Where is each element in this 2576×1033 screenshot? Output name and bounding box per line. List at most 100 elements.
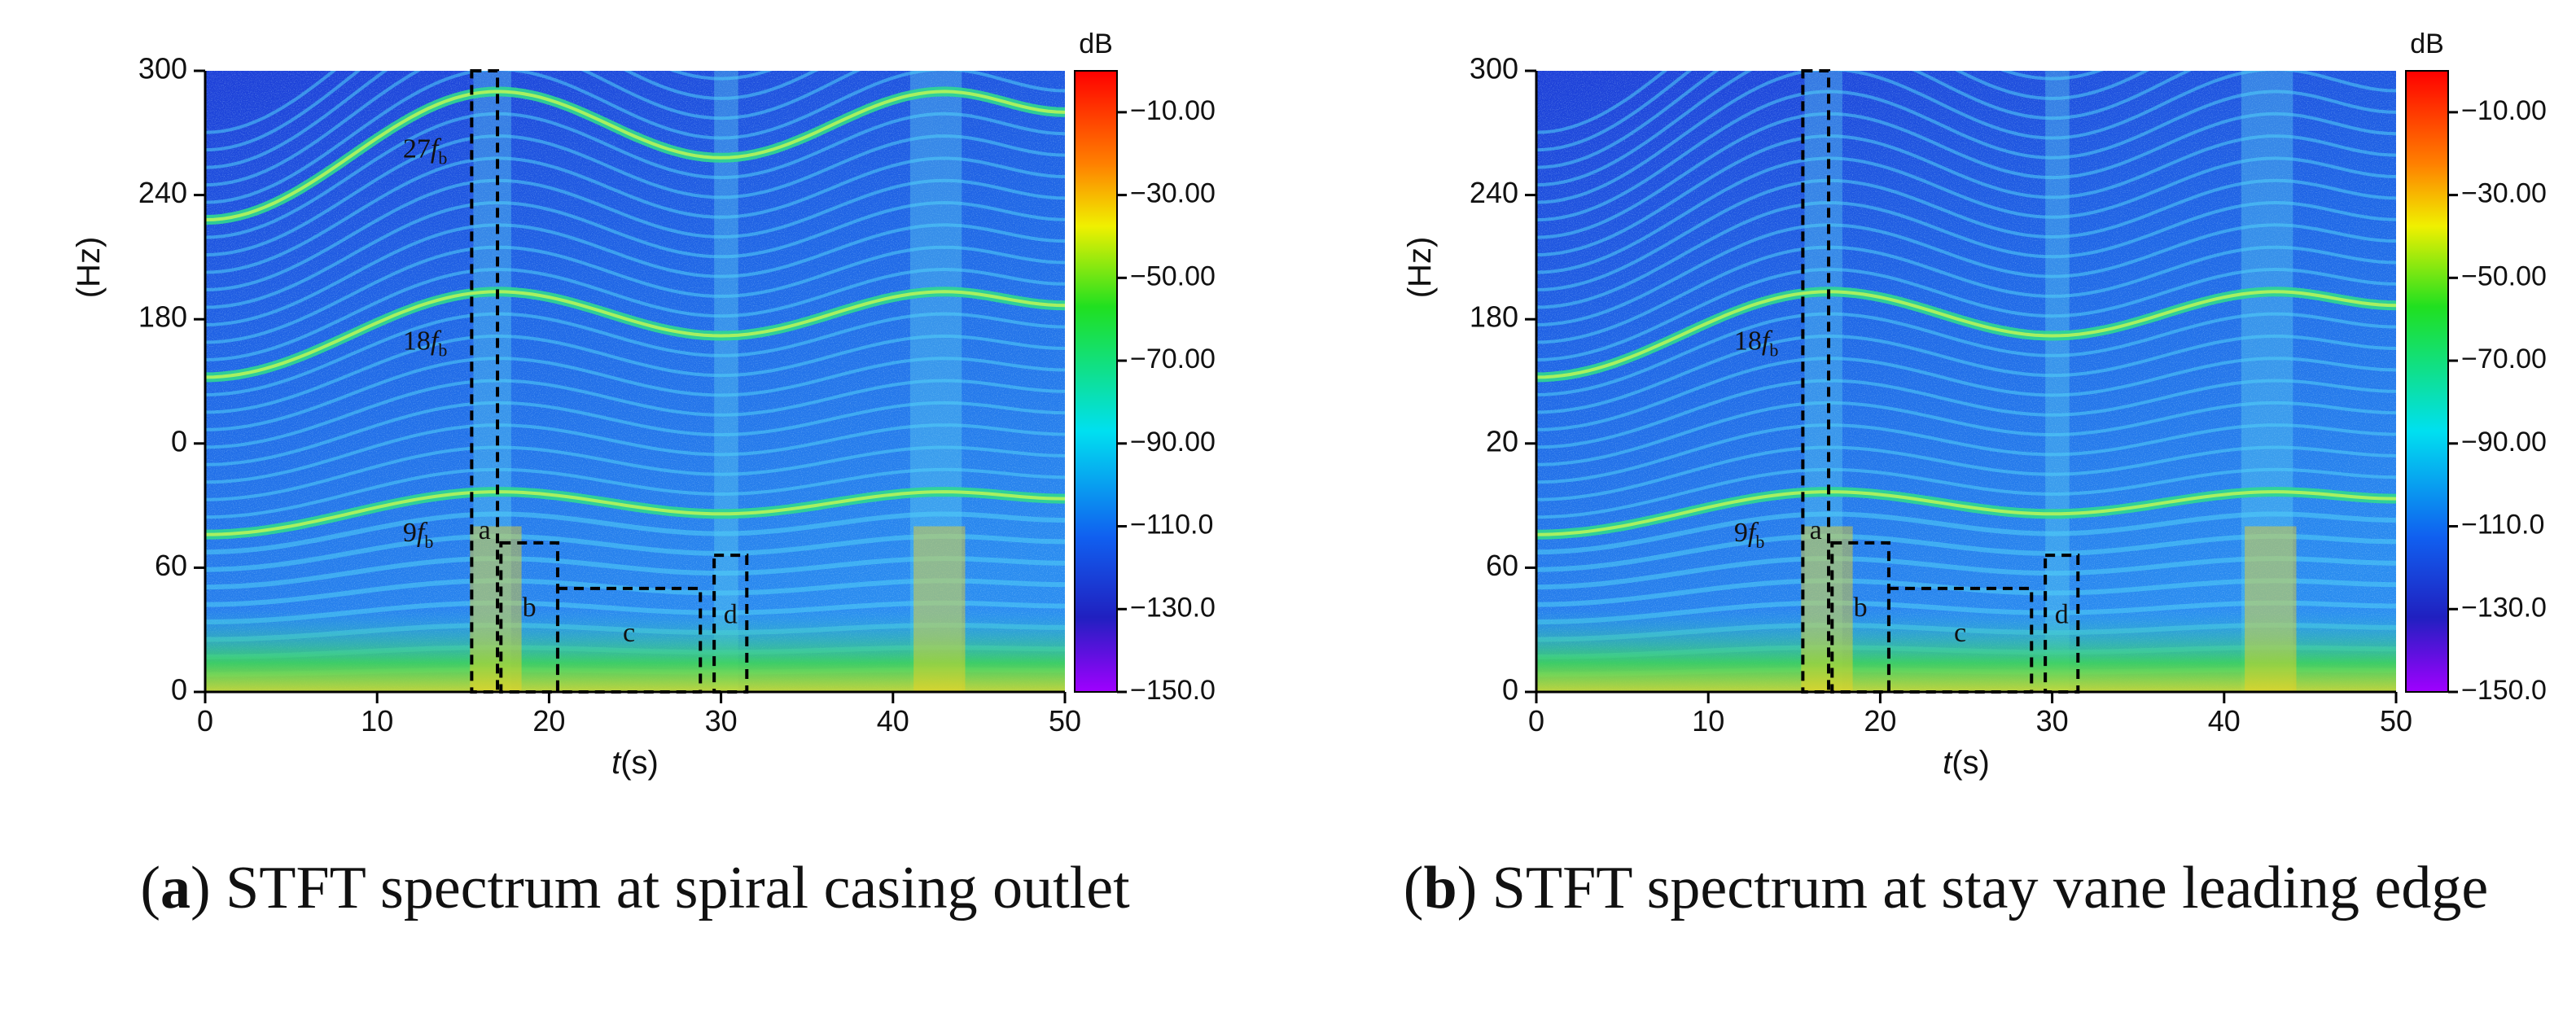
harmonic-line <box>1536 156 2396 274</box>
region-label: b <box>523 593 537 623</box>
harmonic-sub: b <box>1755 532 1764 552</box>
harmonic-line <box>205 71 819 169</box>
x-axis-label-unit: (s) <box>620 745 659 781</box>
colorbar-tick-label: −10.00 <box>1130 95 1216 126</box>
harmonic-line <box>205 134 1065 257</box>
region-label: d <box>724 599 738 629</box>
low-frequency-burst <box>913 526 966 692</box>
harmonic-coef: 9 <box>403 518 417 548</box>
harmonic-label: 18fb <box>403 326 447 360</box>
x-tick-label: 0 <box>197 704 213 738</box>
caption-part: ( <box>140 855 160 921</box>
harmonic-line <box>205 357 1065 431</box>
harmonic-line <box>205 71 773 152</box>
colorbar-tick-label: −150.0 <box>1130 675 1216 706</box>
y-tick-label: 60 <box>1486 549 1518 582</box>
harmonic-sub: b <box>438 148 447 169</box>
x-axis-label-symbol: t <box>611 745 622 781</box>
panel: a b c d 18fb 9fb 0 10 20 30 40 50 0 60 20 180 240 300 t(s)… <box>1402 28 2547 781</box>
x-tick-label: 30 <box>705 704 738 738</box>
x-tick-label: 20 <box>532 704 565 738</box>
region-label: c <box>623 618 635 648</box>
x-tick-label: 40 <box>2208 704 2241 738</box>
y-tick-label: 180 <box>1470 300 1518 334</box>
low-frequency-burst <box>470 526 522 692</box>
harmonic-label: 27fb <box>403 134 447 169</box>
harmonic-line <box>1536 267 2396 361</box>
colorbar <box>1074 70 1118 693</box>
harmonic-line <box>205 223 1065 326</box>
harmonic-line <box>1536 556 2396 590</box>
x-axis-label: t(s) <box>1943 745 1990 781</box>
low-frequency-band <box>1536 609 2396 692</box>
harmonic-line <box>1536 334 2396 414</box>
y-tick-label: 0 <box>171 673 187 707</box>
harmonic-line <box>205 71 1065 187</box>
harmonic-line <box>205 312 1065 396</box>
harmonic-line <box>205 267 1065 361</box>
harmonic-line-core <box>205 90 1065 222</box>
harmonic-line <box>1536 357 2396 431</box>
x-tick-label: 0 <box>1528 704 1544 738</box>
transient-stripe <box>2045 71 2070 692</box>
harmonic-line <box>205 178 1065 291</box>
y-tick-label: 240 <box>138 176 187 209</box>
caption-part: ) STFT spectrum at spiral casing outlet <box>191 855 1130 921</box>
harmonic-line-core <box>205 290 1065 379</box>
harmonic-line <box>1536 467 2396 519</box>
harmonic-label: 9fb <box>1734 518 1764 552</box>
colorbar-tick-label: −50.00 <box>2461 260 2547 291</box>
y-tick-label: 0 <box>171 424 187 457</box>
harmonic-line <box>205 467 1065 519</box>
harmonic-line <box>205 578 1065 607</box>
harmonic-sub: b <box>1769 339 1778 360</box>
colorbar-tick-label: −10.00 <box>2461 95 2547 126</box>
harmonic-line <box>205 401 1065 466</box>
colorbar-tick-label: −70.00 <box>2461 344 2547 374</box>
y-tick-label: 300 <box>138 52 187 85</box>
harmonic-line <box>1536 71 2396 204</box>
harmonic-sub: b <box>438 339 447 360</box>
caption: (a) STFT spectrum at spiral casing outle… <box>0 851 1270 926</box>
harmonic-coef: 27 <box>403 134 431 164</box>
y-tick-label: 20 <box>1486 424 1518 457</box>
y-axis-label: (Hz) <box>71 237 107 299</box>
harmonic-line <box>1536 445 2396 501</box>
harmonic-coef: 9 <box>1734 518 1748 548</box>
low-frequency-burst <box>1801 526 1853 692</box>
harmonic-line <box>1536 178 2396 291</box>
harmonic-line <box>205 334 1065 414</box>
region-label: d <box>2055 599 2069 629</box>
harmonic-line <box>1536 511 2396 555</box>
harmonic-line <box>1536 134 2396 257</box>
caption: (b) STFT spectrum at stay vane leading e… <box>1335 851 2556 926</box>
caption-part: ( <box>1403 855 1424 921</box>
x-tick-label: 10 <box>361 704 393 738</box>
x-tick-label: 50 <box>1049 704 1081 738</box>
x-tick-label: 30 <box>2036 704 2069 738</box>
y-axis-label: (Hz) <box>1402 237 1438 299</box>
harmonic-line <box>205 200 1065 309</box>
x-tick-label: 40 <box>877 704 909 738</box>
spectrogram <box>1536 71 2396 692</box>
harmonic-line <box>1536 401 2396 466</box>
harmonic-line <box>1536 71 2105 152</box>
harmonic-line <box>1536 379 2396 449</box>
y-tick-label: 0 <box>1502 673 1518 707</box>
colorbar-tick-label: −90.00 <box>2461 427 2547 457</box>
caption-part: ) STFT spectrum at stay vane leading edg… <box>1457 855 2489 921</box>
harmonic-line <box>205 245 1065 344</box>
harmonic-line <box>1536 112 2396 239</box>
y-tick-label: 240 <box>1470 176 1518 209</box>
x-axis-label-symbol: t <box>1943 745 1953 781</box>
colorbar-tick-label: −110.0 <box>1130 510 1213 541</box>
x-tick-label: 20 <box>1864 704 1896 738</box>
low-frequency-band <box>205 609 1065 692</box>
harmonic-line <box>205 423 1065 484</box>
transient-stripe <box>714 71 738 692</box>
harmonic-line <box>1536 578 2396 607</box>
caption-part: b <box>1423 855 1457 921</box>
colorbar-title: dB <box>2410 28 2444 59</box>
